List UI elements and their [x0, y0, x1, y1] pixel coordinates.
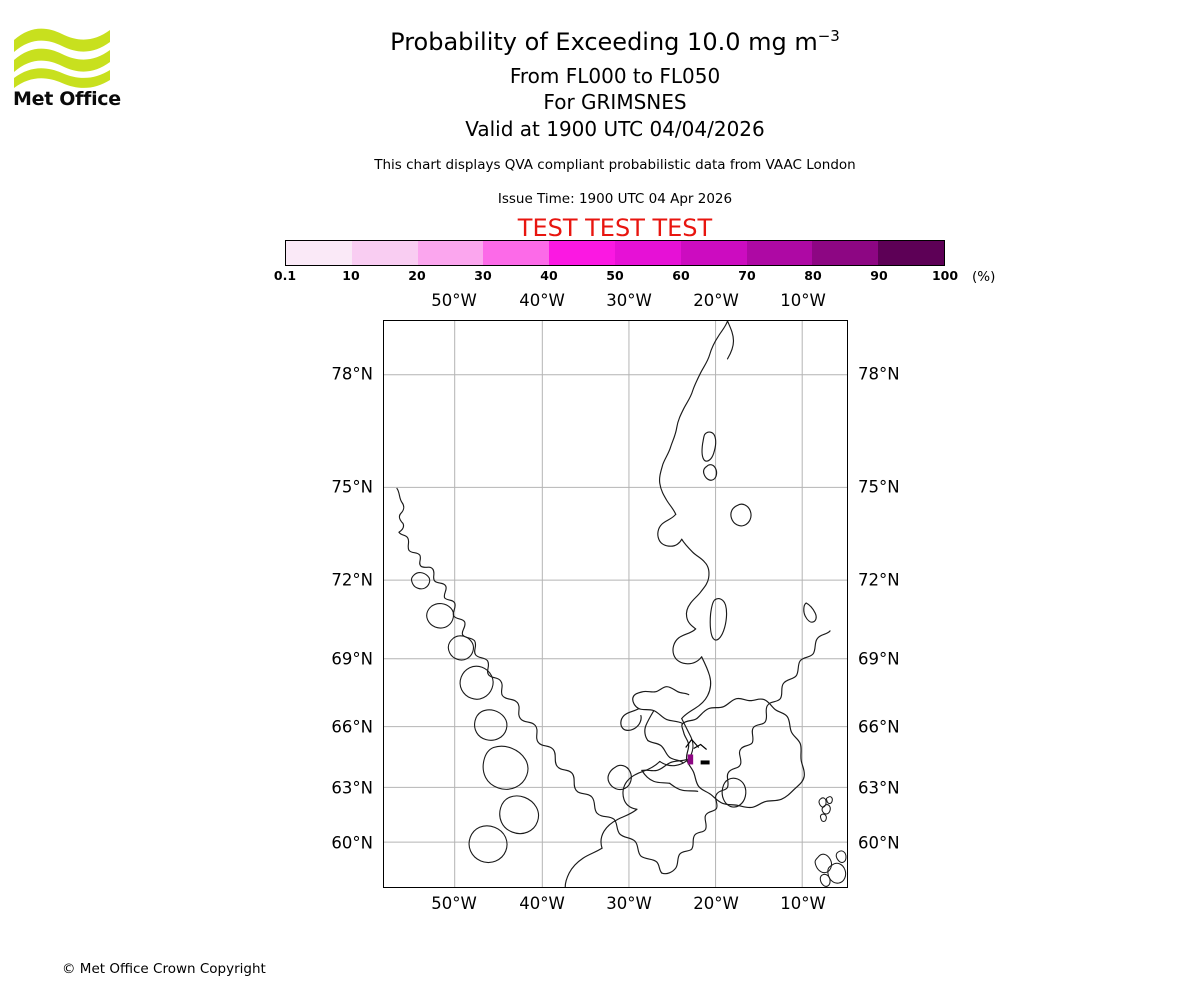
lat-label-left-60°N: 60°N — [331, 833, 373, 853]
flight-level-subtitle: From FL000 to FL050 — [509, 64, 721, 88]
lon-label-bottom-20°W: 20°W — [693, 894, 739, 913]
lat-label-left-78°N: 78°N — [331, 364, 373, 384]
lon-label-top-10°W: 10°W — [780, 291, 826, 310]
colorbar-band-8 — [812, 241, 879, 265]
test-banner: TEST TEST TEST — [517, 214, 713, 242]
lat-label-right-72°N: 72°N — [858, 570, 900, 590]
lat-label-right-60°N: 60°N — [858, 833, 900, 853]
map-canvas — [384, 321, 847, 887]
issue-time-label: Issue Time: 1900 UTC 04 Apr 2026 — [497, 191, 733, 207]
lon-label-bottom-40°W: 40°W — [519, 894, 565, 913]
colorbar-tick-70: 70 — [738, 268, 756, 283]
lon-label-bottom-30°W: 30°W — [606, 894, 652, 913]
colorbar-tick-60: 60 — [672, 268, 690, 283]
lat-label-right-63°N: 63°N — [858, 778, 900, 798]
lon-label-bottom-10°W: 10°W — [780, 894, 826, 913]
lon-label-top-40°W: 40°W — [519, 291, 565, 310]
page-title-text: Probability of Exceeding 10.0 mg m — [390, 28, 818, 56]
colorbar-band-9 — [878, 241, 944, 265]
colorbar-band-0 — [286, 241, 352, 265]
ash-plume-marker — [685, 738, 710, 765]
colorbar-band-1 — [351, 241, 418, 265]
map-plot-area[interactable] — [383, 320, 848, 888]
colorbar-tick-0.1: 0.1 — [273, 268, 297, 283]
coastline-jan-mayen — [803, 602, 817, 623]
lon-label-top-30°W: 30°W — [606, 291, 652, 310]
colorbar-tick-labels: 0.1 10 20 30 40 50 60 70 80 90 100 — [274, 268, 958, 286]
copyright-notice: © Met Office Crown Copyright — [62, 961, 266, 977]
page-title-exponent: −3 — [817, 27, 840, 45]
lat-label-left-66°N: 66°N — [331, 717, 373, 737]
colorbar-tick-10: 10 — [342, 268, 360, 283]
colorbar-tick-80: 80 — [804, 268, 822, 283]
coastline-northeast-greenland — [564, 321, 752, 887]
lon-label-bottom-50°W: 50°W — [431, 894, 477, 913]
lat-label-right-69°N: 69°N — [858, 649, 900, 669]
colorbar-band-6 — [680, 241, 747, 265]
coastline-greenland-fjords — [410, 572, 539, 864]
coastline-greenland — [396, 487, 663, 874]
lat-label-left-63°N: 63°N — [331, 778, 373, 798]
colorbar-band-7 — [746, 241, 813, 265]
colorbar-tick-100: 100 — [931, 268, 959, 283]
coastline-faroe-islands — [818, 796, 833, 822]
map-gridlines — [384, 321, 847, 887]
coastline-greenland-east — [661, 630, 831, 875]
colorbar-tick-30: 30 — [474, 268, 492, 283]
coastline-scotland — [814, 850, 847, 887]
met-office-wordmark: Met Office — [13, 88, 121, 110]
volcano-subtitle: For GRIMSNES — [543, 90, 687, 114]
page-title: Probability of Exceeding 10.0 mg m−3 — [230, 26, 1000, 58]
coastline-north-cape — [726, 321, 735, 360]
colorbar-band-2 — [417, 241, 484, 265]
coastline-iceland — [620, 686, 805, 809]
colorbar-band-4 — [549, 241, 615, 265]
qva-disclaimer: This chart displays QVA compliant probab… — [374, 157, 856, 173]
lat-label-left-72°N: 72°N — [331, 570, 373, 590]
lon-label-top-50°W: 50°W — [431, 291, 477, 310]
probability-colorbar — [285, 240, 945, 266]
lon-label-top-20°W: 20°W — [693, 291, 739, 310]
colorbar-tick-40: 40 — [540, 268, 558, 283]
valid-time-subtitle: Valid at 1900 UTC 04/04/2026 — [465, 117, 765, 141]
lat-label-right-75°N: 75°N — [858, 477, 900, 497]
colorbar-tick-90: 90 — [870, 268, 888, 283]
lat-label-right-78°N: 78°N — [858, 364, 900, 384]
colorbar-band-3 — [483, 241, 550, 265]
colorbar-unit-label: (%) — [972, 269, 996, 285]
lat-label-left-69°N: 69°N — [331, 649, 373, 669]
colorbar-band-5 — [614, 241, 681, 265]
colorbar-tick-50: 50 — [606, 268, 624, 283]
colorbar-tick-20: 20 — [408, 268, 426, 283]
met-office-wave-icon — [14, 28, 110, 88]
met-office-logo — [12, 18, 132, 118]
colorbar-bands — [285, 240, 945, 266]
lat-label-right-66°N: 66°N — [858, 717, 900, 737]
lat-label-left-75°N: 75°N — [331, 477, 373, 497]
